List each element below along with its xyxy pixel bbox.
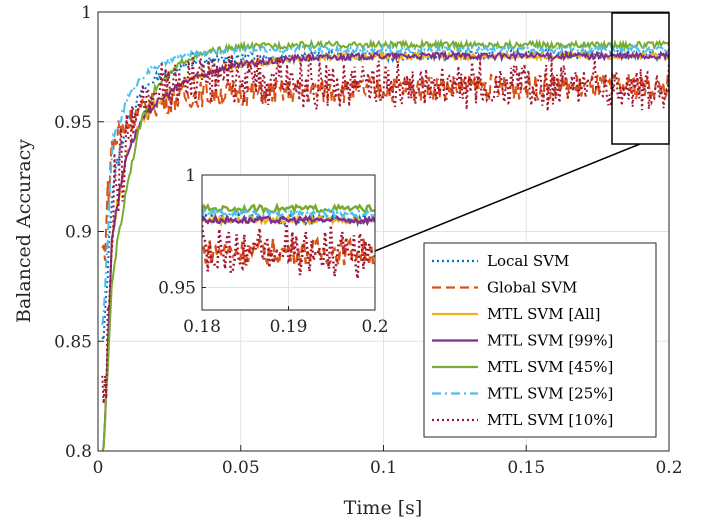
legend-label-4: MTL SVM [45%] — [487, 358, 613, 376]
legend-label-3: MTL SVM [99%] — [487, 332, 613, 350]
inset-series-line-2 — [202, 212, 375, 228]
legend-label-2: MTL SVM [All] — [487, 305, 600, 323]
main-x-tick-label: 0.1 — [370, 458, 397, 478]
inset-series-line-3 — [202, 213, 375, 227]
zoom-region-box — [611, 12, 670, 145]
main-x-tick-label: 0.05 — [222, 458, 260, 478]
inset-series-group — [202, 202, 375, 279]
main-ticks: 0 0.05 0.1 0.15 0.2 0.8 0.85 0.9 0.95 1 — [54, 3, 682, 478]
main-x-tick-label: 0.15 — [507, 458, 545, 478]
main-series-group — [101, 38, 669, 451]
legend-label-6: MTL SVM [10%] — [487, 411, 613, 429]
legend-label-1: Global SVM — [487, 279, 577, 297]
main-y-tick-label: 1 — [81, 3, 92, 23]
inset-x-tick-label: 0.2 — [361, 317, 388, 337]
inset-x-tick-label: 0.18 — [183, 317, 221, 337]
main-y-tick-label: 0.95 — [54, 113, 92, 133]
y-axis-label: Balanced Accuracy — [13, 139, 35, 323]
inset-y-tick-label: 1 — [185, 166, 196, 186]
legend: Local SVM Global SVM MTL SVM [All] MTL SVM … — [423, 242, 657, 438]
legend-label-0: Local SVM — [487, 252, 569, 270]
main-x-tick-label: 0.2 — [655, 458, 682, 478]
series-line-4 — [101, 38, 669, 451]
series-line-3 — [101, 49, 669, 451]
inset-x-tick-label: 0.19 — [270, 317, 308, 337]
inset-ticks: 0.18 0.19 0.2 0.95 1 — [158, 166, 388, 337]
series-line-6 — [101, 53, 669, 404]
zoom-connector-line — [374, 143, 641, 252]
series-line-1 — [101, 70, 669, 261]
legend-label-5: MTL SVM [25%] — [487, 385, 613, 403]
series-line-5 — [101, 42, 669, 326]
main-y-tick-label: 0.8 — [65, 442, 92, 462]
inset-series-line-6 — [202, 223, 375, 279]
main-y-tick-label: 0.85 — [54, 332, 92, 352]
x-axis-label: Time [s] — [344, 497, 423, 519]
inset-series-line-4 — [202, 202, 375, 215]
main-x-tick-label: 0 — [93, 458, 104, 478]
inset-y-tick-label: 0.95 — [158, 279, 196, 299]
main-y-tick-label: 0.9 — [65, 223, 92, 243]
